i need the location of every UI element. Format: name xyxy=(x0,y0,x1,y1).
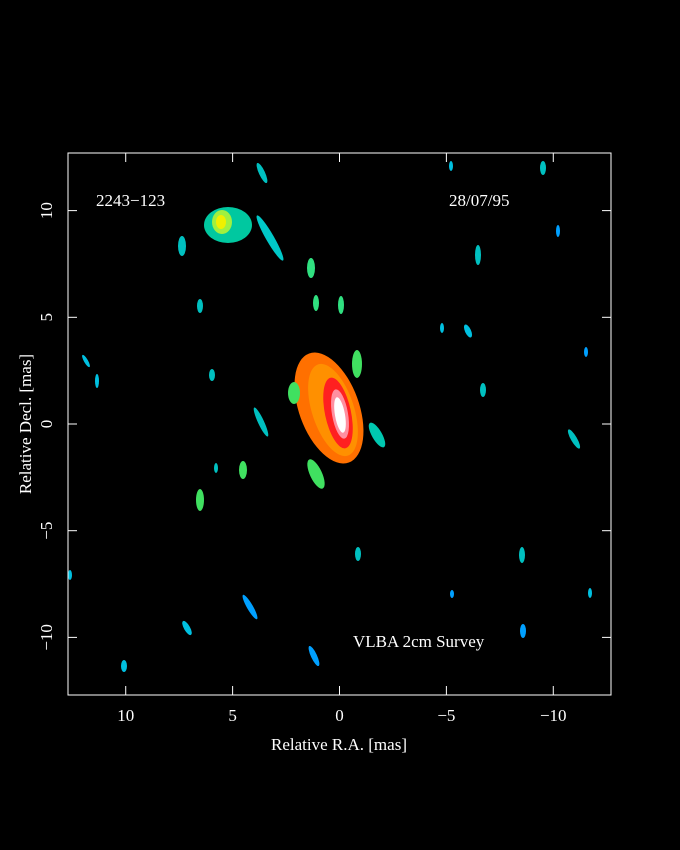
x-tick-label: 10 xyxy=(117,706,134,725)
image-blobs xyxy=(68,161,592,672)
x-tick-label: −5 xyxy=(437,706,455,725)
y-tick-label: 5 xyxy=(37,313,56,322)
y-tick-label: 0 xyxy=(37,420,56,429)
y-tick-label: −5 xyxy=(37,522,56,540)
x-tick-label: 5 xyxy=(228,706,237,725)
x-tick-label: 0 xyxy=(335,706,344,725)
observation-date: 28/07/95 xyxy=(449,191,509,210)
y-tick-label: 10 xyxy=(37,202,56,219)
x-tick-label: −10 xyxy=(540,706,567,725)
y-tick-label: −10 xyxy=(37,624,56,651)
source-name: 2243−123 xyxy=(96,191,165,210)
x-axis-label: Relative R.A. [mas] xyxy=(271,735,407,754)
survey-label: VLBA 2cm Survey xyxy=(353,632,485,651)
y-axis-label: Relative Decl. [mas] xyxy=(16,354,35,494)
